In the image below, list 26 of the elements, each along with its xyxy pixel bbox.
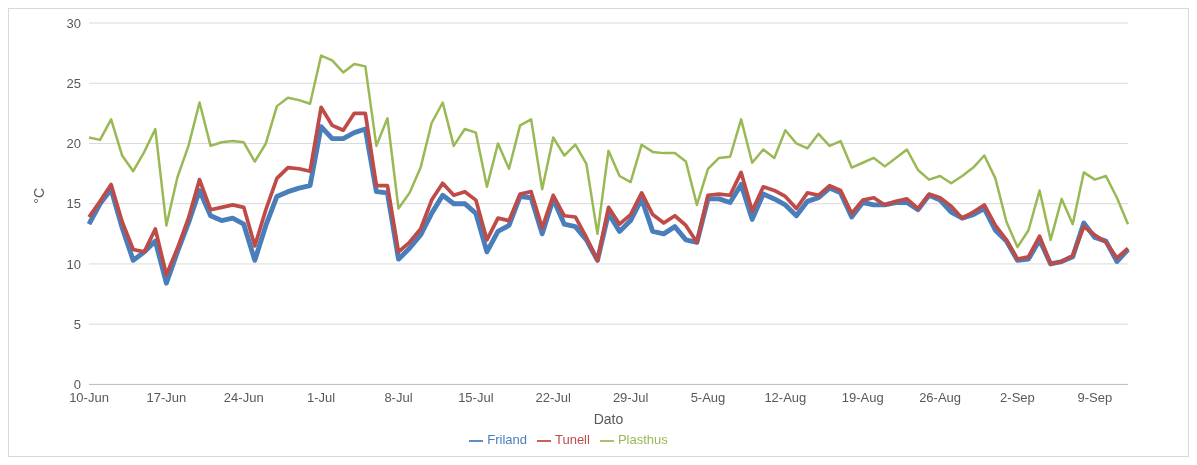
x-tick-label: 26-Aug xyxy=(919,389,962,405)
x-tick-label: 22-Jul xyxy=(535,389,572,405)
x-tick-label: 12-Aug xyxy=(764,389,807,405)
x-tick-label: 2-Sep xyxy=(1000,389,1035,405)
x-tick-label: 17-Jun xyxy=(146,389,187,405)
legend-label: Plasthus xyxy=(617,432,668,448)
y-tick-label: 20 xyxy=(66,136,81,152)
legend-label: Tunell xyxy=(554,432,590,448)
x-tick-label: 5-Aug xyxy=(690,389,726,405)
x-tick-label: 9-Sep xyxy=(1077,389,1113,405)
legend-label: Friland xyxy=(487,432,527,448)
x-tick-label: 24-Jun xyxy=(223,389,264,405)
y-axis-title: °C xyxy=(30,188,47,204)
y-tick-label: 5 xyxy=(73,316,81,332)
y-tick-label: 10 xyxy=(66,256,81,272)
y-tick-label: 30 xyxy=(66,15,81,31)
y-tick-label: 25 xyxy=(66,75,81,91)
x-tick-label: 19-Aug xyxy=(841,389,884,405)
line-series xyxy=(87,105,1130,277)
x-tick-label: 8-Jul xyxy=(384,389,413,405)
x-tick-label: 1-Jul xyxy=(307,389,336,405)
y-tick-label: 15 xyxy=(66,196,81,212)
x-tick-label: 15-Jul xyxy=(458,389,494,405)
x-tick-label: 29-Jul xyxy=(612,389,649,405)
line-series xyxy=(87,54,1130,249)
x-axis-title: Dato xyxy=(593,411,624,428)
